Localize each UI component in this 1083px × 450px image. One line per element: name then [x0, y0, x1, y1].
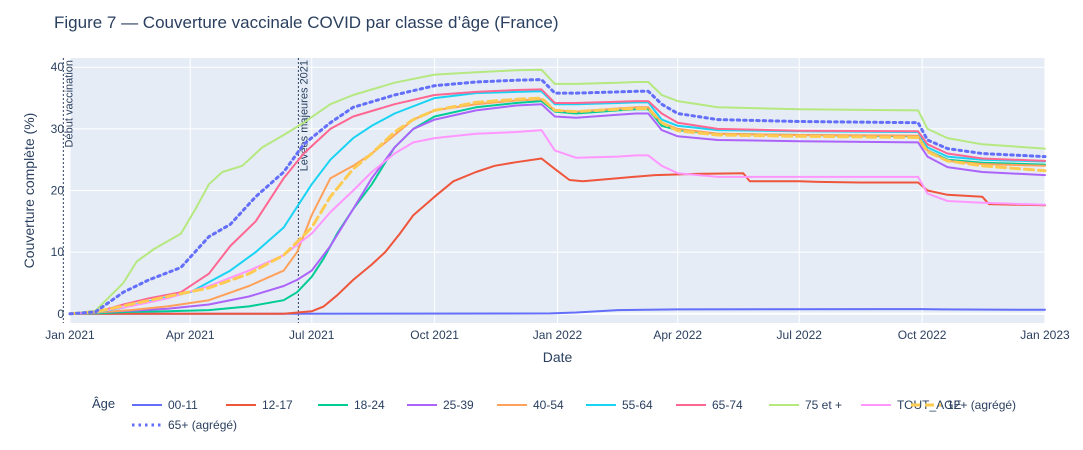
series-line-25-39 [69, 103, 1046, 315]
legend-label-25-39: 25-39 [443, 398, 474, 412]
series-line-65-74 [69, 88, 1046, 315]
series-line-TOUT_AGE [69, 129, 1046, 315]
annotation-label: Début vaccination [63, 60, 75, 147]
series-line-00-11 [69, 308, 1046, 315]
x-axis-title: Date [543, 349, 573, 365]
x-tick-label: Jul 2022 [777, 328, 823, 342]
y-tick-label: 20 [51, 184, 65, 198]
x-tick-label: Jan 2021 [45, 328, 95, 342]
y-axis-ticks: 0 10 20 30 40 [51, 60, 65, 321]
chart-title: Figure 7 — Couverture vaccinale COVID pa… [54, 13, 559, 32]
series-line-12+ (agrégé) [68, 96, 1047, 316]
legend-label-65+ (agrégé): 65+ (agrégé) [168, 418, 237, 432]
legend-label-55-64: 55-64 [622, 398, 653, 412]
legend-label-12+ (agrégé): 12+ (agrégé) [947, 398, 1016, 412]
legend: Âge 00-11 12-17 18-24 25-39 40-54 55-64 65-74 7… [92, 396, 1016, 432]
x-tick-label: Jul 2021 [289, 328, 335, 342]
series-line-65+ (agrégé) [68, 78, 1047, 316]
y-tick-label: 10 [51, 245, 65, 259]
legend-label-40-54: 40-54 [533, 398, 564, 412]
x-tick-label: Jan 2022 [533, 328, 583, 342]
annotation-label: Levées majeures 2021 [298, 60, 310, 171]
legend-label-12-17: 12-17 [262, 398, 293, 412]
legend-label-00-11: 00-11 [168, 398, 198, 412]
x-tick-label: Apr 2021 [166, 328, 215, 342]
series-line-12-17 [69, 157, 1046, 315]
y-tick-label: 40 [51, 60, 65, 74]
x-tick-label: Apr 2022 [653, 328, 702, 342]
legend-title: Âge [92, 396, 115, 411]
y-tick-label: 0 [57, 307, 64, 321]
annotations: Début vaccination Levées majeures 2021 [62, 58, 310, 323]
x-axis-ticks: Jan 2021 Apr 2021 Jul 2021 Oct 2021 Jan 2022… [45, 328, 1070, 342]
series-line-75 et + [69, 68, 1046, 315]
legend-label-75 et +: 75 et + [805, 398, 842, 412]
legend-label-18-24: 18-24 [354, 398, 385, 412]
y-tick-label: 30 [51, 122, 65, 136]
y-axis-title: Couverture complète (%) [21, 113, 37, 269]
legend-label-65-74: 65-74 [712, 398, 743, 412]
x-tick-label: Oct 2021 [410, 328, 459, 342]
series-lines [68, 68, 1047, 316]
x-tick-label: Jan 2023 [1020, 328, 1070, 342]
x-tick-label: Oct 2022 [898, 328, 947, 342]
